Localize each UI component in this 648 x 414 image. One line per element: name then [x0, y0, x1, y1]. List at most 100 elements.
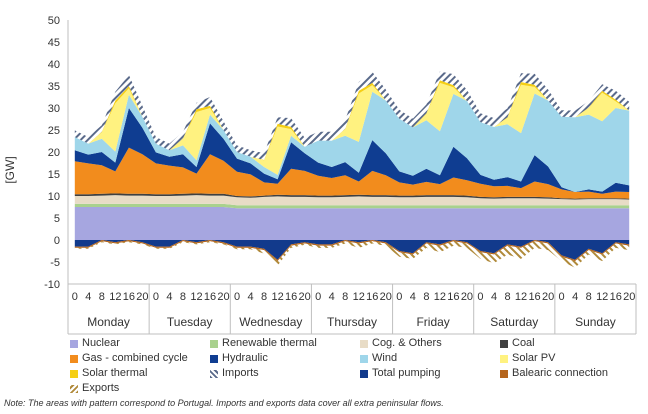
hour-tick-label: 20 — [136, 291, 148, 303]
hour-tick-label: 20 — [299, 291, 311, 303]
area-nuclear — [74, 207, 630, 240]
hour-tick-label: 4 — [572, 291, 578, 303]
hour-tick-label: 8 — [586, 291, 592, 303]
hour-tick-label: 0 — [72, 291, 78, 303]
hour-tick-label: 8 — [504, 291, 510, 303]
hour-tick-label: 12 — [109, 291, 121, 303]
legend-swatch — [360, 355, 368, 363]
hour-tick-label: 8 — [180, 291, 186, 303]
hour-tick-label: 16 — [123, 291, 135, 303]
hour-tick-label: 16 — [528, 291, 540, 303]
hour-tick-label: 8 — [261, 291, 267, 303]
legend-label: Solar PV — [512, 352, 556, 364]
legend-swatch — [70, 385, 78, 393]
y-tick-label: 25 — [48, 125, 60, 137]
legend-label: Hydraulic — [222, 352, 268, 364]
hour-tick-label: 0 — [234, 291, 240, 303]
hour-tick-label: 20 — [542, 291, 554, 303]
area-hydraulic — [74, 108, 630, 194]
hour-tick-label: 0 — [315, 291, 321, 303]
legend-label: Renewable thermal — [222, 337, 317, 349]
legend-swatch — [70, 340, 78, 348]
legend-swatch — [360, 340, 368, 348]
y-tick-label: 40 — [48, 59, 60, 71]
day-label-thursday: Thursday — [327, 315, 377, 329]
legend-label: Coal — [512, 337, 535, 349]
y-tick-label: 10 — [48, 191, 60, 203]
legend-label: Nuclear — [82, 337, 120, 349]
area-cog-others — [74, 195, 630, 206]
hour-tick-label: 12 — [515, 291, 527, 303]
y-tick-label: 50 — [48, 15, 60, 27]
hour-tick-label: 4 — [85, 291, 91, 303]
y-tick-label: 35 — [48, 81, 60, 93]
hour-tick-label: 20 — [461, 291, 473, 303]
legend-swatch — [70, 355, 78, 363]
hour-tick-label: 4 — [166, 291, 172, 303]
day-label-saturday: Saturday — [490, 315, 538, 329]
y-tick-label: 45 — [48, 37, 60, 49]
legend-label: Exports — [82, 382, 120, 394]
legend-label: Wind — [372, 352, 398, 364]
hour-tick-label: 8 — [342, 291, 348, 303]
area-series — [74, 71, 630, 268]
hour-tick-label: 20 — [217, 291, 229, 303]
legend-swatch — [360, 370, 368, 378]
area-coal — [74, 193, 630, 200]
y-tick-label: 5 — [54, 213, 60, 225]
hour-tick-label: 8 — [423, 291, 429, 303]
hour-tick-label: 4 — [329, 291, 335, 303]
day-label-sunday: Sunday — [575, 315, 616, 329]
hour-tick-label: 12 — [596, 291, 608, 303]
hour-tick-label: 12 — [190, 291, 202, 303]
legend-label: Solar thermal — [82, 367, 148, 379]
area-exports — [74, 241, 630, 268]
hour-tick-label: 12 — [271, 291, 283, 303]
hour-tick-label: 0 — [153, 291, 159, 303]
hour-tick-label: 0 — [559, 291, 565, 303]
hour-tick-label: 0 — [396, 291, 402, 303]
legend-swatch — [70, 370, 78, 378]
hour-tick-label: 4 — [410, 291, 416, 303]
legend-swatch — [500, 355, 508, 363]
hour-tick-label: 20 — [623, 291, 635, 303]
hour-tick-label: 8 — [99, 291, 105, 303]
hour-tick-label: 0 — [477, 291, 483, 303]
legend-swatch — [210, 355, 218, 363]
hour-tick-label: 4 — [491, 291, 497, 303]
hour-tick-label: 16 — [447, 291, 459, 303]
legend-swatch — [210, 370, 218, 378]
area-imports — [74, 71, 630, 160]
legend-label: Total pumping — [372, 367, 441, 379]
y-tick-label: 20 — [48, 147, 60, 159]
day-label-friday: Friday — [416, 315, 449, 329]
area-total-pumping — [74, 240, 630, 260]
hour-tick-label: 16 — [204, 291, 216, 303]
day-label-monday: Monday — [87, 315, 130, 329]
y-axis-title: [GW] — [3, 156, 17, 183]
y-tick-label: 0 — [54, 235, 60, 247]
hour-tick-label: 20 — [380, 291, 392, 303]
day-label-tuesday: Tuesday — [167, 315, 213, 329]
y-tick-label: -5 — [50, 257, 60, 269]
legend-label: Gas - combined cycle — [82, 352, 188, 364]
legend-label: Cog. & Others — [372, 337, 442, 349]
area-wind — [74, 91, 630, 192]
hour-tick-label: 4 — [248, 291, 254, 303]
hour-tick-label: 16 — [610, 291, 622, 303]
hour-tick-label: 12 — [434, 291, 446, 303]
legend-swatch — [500, 340, 508, 348]
legend-label: Balearic connection — [512, 367, 609, 379]
y-tick-label: -10 — [44, 279, 60, 291]
hour-tick-label: 12 — [353, 291, 365, 303]
area-gas-combined-cycle — [74, 147, 630, 199]
hour-tick-label: 16 — [285, 291, 297, 303]
y-tick-label: 15 — [48, 169, 60, 181]
y-axis: -10 -5 0 5 10 15 20 25 30 35 40 45 50 — [44, 15, 69, 291]
area-solar-pv — [74, 82, 630, 175]
footnote: Note: The areas with pattern correspond … — [4, 398, 444, 408]
hour-tick-label: 16 — [366, 291, 378, 303]
day-label-wednesday: Wednesday — [239, 315, 302, 329]
area-renewable-thermal — [74, 203, 630, 209]
